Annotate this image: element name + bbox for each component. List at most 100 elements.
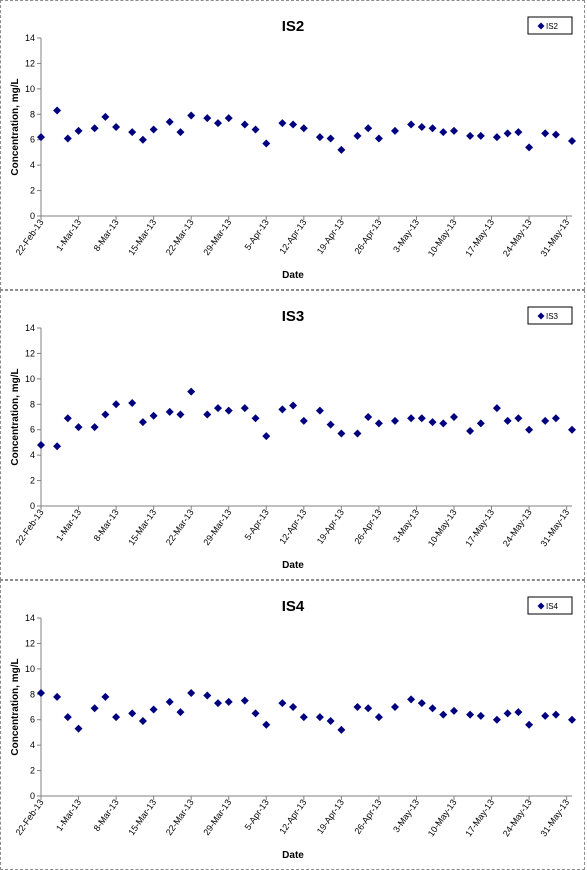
data-point — [149, 125, 158, 134]
x-tick-label: 22-Mar-13 — [164, 217, 196, 257]
data-point — [251, 125, 260, 134]
x-tick-label: 12-Apr-13 — [277, 217, 308, 256]
data-point — [138, 135, 147, 144]
x-tick-label: 17-May-13 — [463, 797, 496, 838]
data-point — [476, 131, 485, 140]
data-point — [53, 692, 62, 701]
x-tick-label: 22-Feb-13 — [14, 217, 46, 257]
y-axis-title: Concentration, mg/L — [10, 658, 21, 755]
y-tick-label: 0 — [30, 791, 35, 801]
data-point — [278, 699, 287, 708]
data-point — [391, 126, 399, 135]
data-point — [176, 410, 185, 419]
x-tick-label: 22-Feb-13 — [14, 797, 46, 837]
x-axis-title: Date — [282, 850, 304, 861]
data-point — [299, 124, 308, 133]
data-point — [187, 689, 196, 698]
data-point — [326, 420, 335, 429]
data-point — [138, 418, 147, 427]
x-tick-label: 3-May-13 — [391, 797, 421, 834]
data-point — [364, 704, 373, 713]
x-tick-label: 26-Apr-13 — [352, 217, 383, 256]
x-tick-label: 19-Apr-13 — [315, 797, 346, 836]
data-point — [417, 699, 426, 708]
data-point — [428, 704, 437, 713]
x-tick-label: 3-May-13 — [391, 217, 421, 254]
data-point — [568, 425, 576, 434]
x-tick-label: 31-May-13 — [538, 507, 571, 548]
x-tick-label: 19-Apr-13 — [315, 217, 346, 256]
data-point — [407, 695, 416, 704]
y-tick-label: 10 — [25, 84, 35, 94]
data-point — [278, 119, 287, 128]
y-tick-label: 6 — [30, 715, 35, 725]
data-point — [203, 114, 212, 123]
data-point — [466, 710, 475, 719]
data-point — [551, 130, 560, 139]
data-point — [568, 136, 576, 145]
data-point — [203, 410, 212, 419]
data-point — [450, 126, 458, 135]
data-point — [90, 704, 99, 713]
y-tick-label: 4 — [30, 160, 35, 170]
data-point — [138, 716, 147, 725]
y-tick-label: 12 — [25, 348, 35, 358]
data-point — [251, 709, 260, 718]
data-point — [224, 406, 233, 415]
x-tick-label: 15-Mar-13 — [126, 507, 158, 547]
y-axis-title: Concentration, mg/L — [10, 368, 21, 465]
y-tick-label: 12 — [25, 58, 35, 68]
data-point — [63, 414, 72, 423]
data-point — [364, 413, 373, 421]
chart-title: IS2 — [282, 18, 305, 35]
data-point — [63, 134, 72, 143]
x-tick-label: 24-May-13 — [501, 217, 534, 258]
x-tick-label: 12-Apr-13 — [277, 507, 308, 546]
x-tick-label: 15-Mar-13 — [126, 217, 158, 257]
y-tick-label: 2 — [30, 186, 35, 196]
data-point — [74, 724, 83, 733]
data-point — [315, 133, 324, 142]
y-tick-label: 6 — [30, 425, 35, 435]
x-tick-label: 19-Apr-13 — [315, 507, 346, 546]
x-tick-label: 29-Mar-13 — [201, 797, 233, 837]
data-point — [337, 429, 346, 438]
legend-label: IS4 — [546, 602, 559, 611]
data-point — [525, 720, 534, 729]
x-tick-label: 17-May-13 — [463, 217, 496, 258]
data-point — [278, 405, 287, 414]
data-point — [289, 703, 298, 711]
x-tick-label: 10-May-13 — [426, 507, 459, 548]
data-point — [439, 128, 448, 137]
x-tick-label: 10-May-13 — [426, 217, 459, 258]
data-point — [299, 713, 308, 722]
y-tick-label: 4 — [30, 740, 35, 750]
x-tick-label: 31-May-13 — [538, 797, 571, 838]
data-point — [53, 106, 62, 115]
legend-label: IS2 — [546, 22, 559, 31]
data-point — [262, 432, 271, 441]
data-point — [568, 715, 576, 724]
data-point — [315, 406, 324, 415]
data-point — [165, 117, 174, 126]
data-point — [374, 713, 383, 722]
x-tick-label: 3-May-13 — [391, 507, 421, 544]
data-point — [353, 131, 362, 140]
data-point — [337, 145, 346, 154]
data-point — [176, 128, 185, 137]
data-point — [289, 401, 298, 410]
x-tick-label: 8-Mar-13 — [92, 217, 121, 253]
y-tick-label: 0 — [30, 211, 35, 221]
data-point — [74, 126, 83, 135]
data-point — [299, 416, 308, 425]
legend-box — [527, 596, 573, 615]
x-tick-label: 5-Apr-13 — [243, 217, 271, 251]
data-point — [391, 703, 399, 711]
data-point — [37, 440, 45, 449]
x-tick-label: 15-Mar-13 — [126, 797, 158, 837]
y-tick-label: 8 — [30, 399, 35, 409]
x-tick-label: 22-Feb-13 — [14, 507, 46, 547]
data-point — [428, 124, 437, 133]
data-point — [326, 716, 335, 725]
legend-marker — [537, 22, 545, 30]
